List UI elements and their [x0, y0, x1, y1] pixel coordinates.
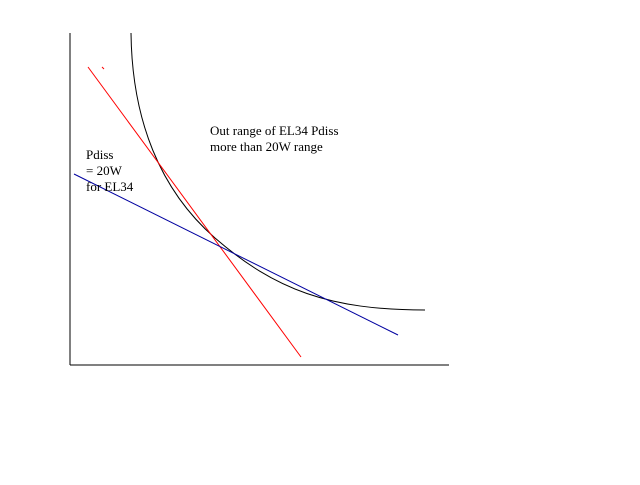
pdiss-line-1: Pdiss — [86, 147, 114, 162]
red-tick-mark — [101, 66, 105, 70]
load-line-red — [87, 66, 302, 358]
out-range-line-2: more than 20W range — [210, 139, 323, 154]
pdiss-line-3: for EL34 — [86, 179, 134, 194]
out-range-line-1: Out range of EL34 Pdiss — [210, 123, 339, 138]
pdiss-curve — [130, 32, 426, 311]
pdiss-line-2: = 20W — [86, 163, 122, 178]
load-line-blue — [73, 173, 399, 336]
out-range-annotation: Out range of EL34 Pdiss more than 20W ra… — [210, 123, 339, 155]
pdiss-annotation: Pdiss = 20W for EL34 — [86, 147, 133, 195]
